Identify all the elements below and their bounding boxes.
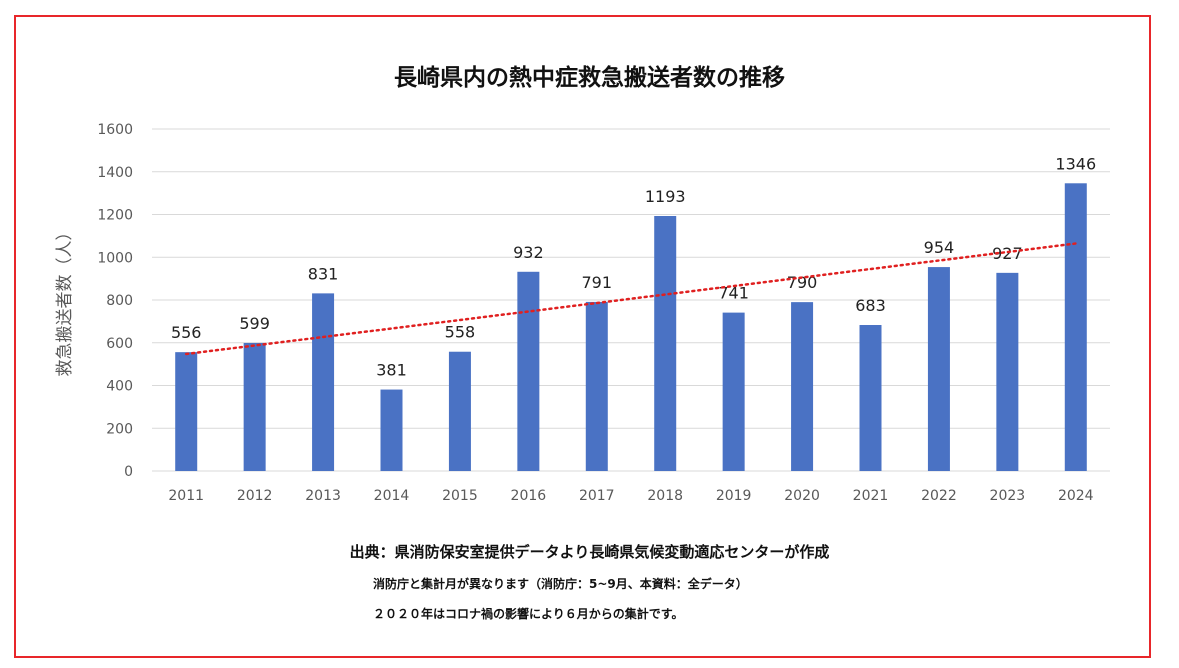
data-label: 927 [992, 244, 1023, 263]
chart-title: 長崎県内の熱中症救急搬送者数の推移 [394, 65, 785, 91]
bar [859, 325, 882, 471]
y-tick-label: 200 [106, 421, 133, 437]
x-tick-label: 2017 [579, 488, 615, 504]
x-tick-label: 2015 [442, 488, 478, 504]
data-label: 791 [582, 273, 613, 292]
x-tick-label: 2020 [784, 488, 820, 504]
x-tick-label: 2019 [716, 488, 752, 504]
y-tick-label: 1400 [97, 165, 133, 181]
y-tick-label: 600 [106, 336, 133, 352]
data-label: 558 [445, 323, 476, 342]
x-tick-label: 2014 [374, 488, 410, 504]
x-tick-label: 2022 [921, 488, 957, 504]
data-label: 741 [718, 284, 749, 303]
data-label: 831 [308, 264, 339, 283]
note-period: 消防庁と集計月が異なります（消防庁：5~9月、本資料：全データ） [373, 577, 748, 591]
y-tick-label: 1000 [97, 250, 133, 266]
bar [243, 342, 266, 471]
x-tick-label: 2021 [853, 488, 889, 504]
bar [1064, 183, 1087, 472]
y-tick-label: 1200 [97, 208, 133, 224]
x-tick-label: 2011 [168, 488, 204, 504]
bar [585, 301, 608, 471]
bar [175, 352, 198, 471]
source-text: 出典：県消防保安室提供データより長崎県気候変動適応センターが作成 [349, 543, 830, 561]
x-tick-label: 2023 [990, 488, 1026, 504]
x-tick-label: 2013 [305, 488, 341, 504]
data-label: 683 [855, 296, 886, 315]
y-tick-label: 400 [106, 379, 133, 395]
data-label: 381 [376, 361, 407, 380]
y-tick-label: 0 [124, 464, 133, 480]
bar [996, 272, 1019, 471]
data-label: 556 [171, 323, 202, 342]
x-tick-label: 2016 [511, 488, 547, 504]
y-tick-label: 800 [106, 293, 133, 309]
y-axis-label: 救急搬送者数（人） [55, 224, 75, 377]
bar [312, 293, 335, 471]
bar [927, 267, 950, 471]
data-label: 954 [924, 238, 955, 257]
bar [380, 389, 403, 471]
trendline [184, 242, 1078, 356]
y-tick-label: 1600 [97, 122, 133, 138]
x-tick-label: 2018 [647, 488, 683, 504]
bar [448, 351, 471, 471]
data-label: 1346 [1055, 154, 1096, 173]
data-label: 599 [239, 314, 270, 333]
x-tick-label: 2012 [237, 488, 273, 504]
data-label: 1193 [645, 187, 686, 206]
bar [654, 215, 677, 471]
note-2020: ２０２０年はコロナ禍の影響により６月からの集計です。 [373, 607, 684, 621]
bar [791, 302, 814, 471]
x-tick-label: 2024 [1058, 488, 1094, 504]
data-label: 932 [513, 243, 544, 262]
chart-frame [14, 15, 1151, 658]
bar [722, 312, 745, 471]
bar [517, 271, 540, 471]
